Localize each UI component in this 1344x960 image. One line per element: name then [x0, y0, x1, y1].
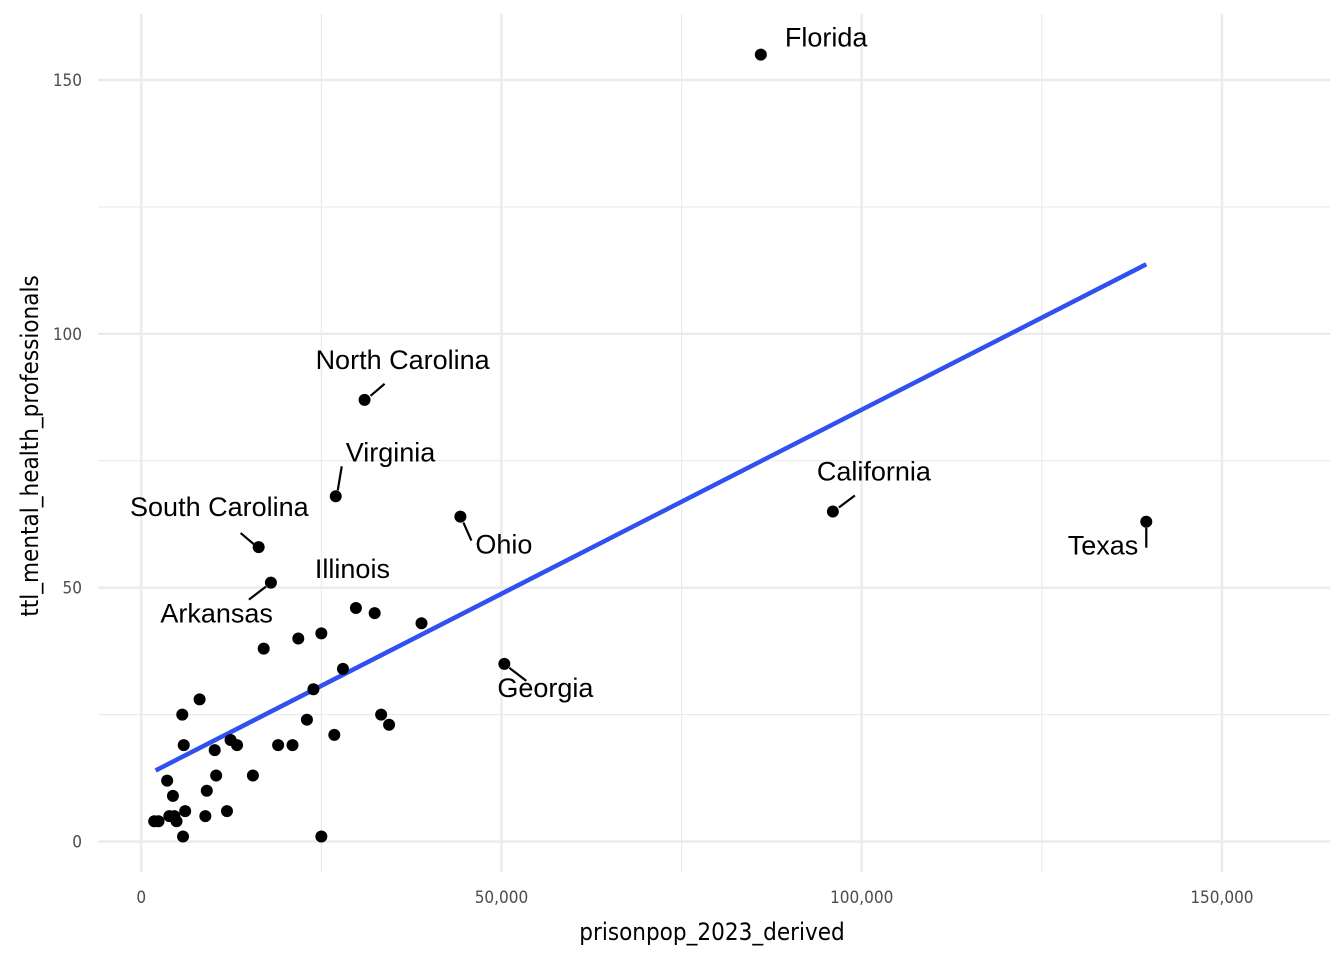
data-point [193, 693, 206, 706]
y-tick-labels: 0 50 100 150 [53, 71, 82, 853]
point-label-california: California [817, 457, 932, 487]
data-point [231, 739, 244, 752]
grid-major [98, 14, 1330, 872]
trend-line-group [154, 262, 1148, 773]
data-point [176, 708, 189, 721]
trend-line [154, 262, 1148, 773]
leader-line-ohio [462, 522, 473, 542]
point-label-arkansas: Arkansas [160, 599, 273, 629]
y-tick-label: 0 [72, 833, 82, 853]
data-point-south-carolina [252, 541, 265, 554]
point-label-south-carolina: South Carolina [130, 492, 310, 522]
data-point-virginia [329, 490, 342, 503]
data-point [210, 769, 223, 782]
data-point [383, 718, 396, 731]
x-tick-label: 0 [136, 888, 146, 908]
data-point [199, 810, 212, 823]
x-tick-label: 100,000 [830, 888, 893, 908]
data-point [272, 739, 285, 752]
data-point [246, 769, 259, 782]
point-labels: Florida Texas California North Carolina Virg… [130, 23, 1138, 703]
data-point [200, 784, 213, 797]
data-point [307, 683, 320, 696]
data-point [152, 815, 165, 828]
data-point [328, 728, 341, 741]
point-label-georgia: Georgia [497, 673, 594, 703]
x-axis-title: prisonpop_2023_derived [579, 918, 845, 946]
data-point [220, 805, 233, 818]
y-tick-label: 100 [53, 325, 82, 345]
point-label-illinois: Illinois [315, 554, 390, 584]
x-tick-labels: 0 50,000 100,000 150,000 [136, 888, 1253, 908]
point-label-florida: Florida [785, 23, 869, 53]
data-point-arkansas [264, 576, 277, 589]
data-point [300, 713, 313, 726]
data-point [292, 632, 305, 645]
data-point-illinois [349, 602, 362, 614]
data-point [368, 607, 381, 620]
data-point-north-carolina [358, 393, 371, 406]
data-point [208, 744, 221, 757]
data-point [286, 739, 299, 752]
leader-line-california [838, 494, 856, 509]
y-tick-label: 50 [63, 579, 82, 599]
data-point [161, 774, 174, 787]
data-point [257, 642, 270, 655]
data-point [375, 708, 388, 721]
data-point [166, 789, 179, 802]
data-point-georgia [498, 657, 511, 670]
data-point [177, 739, 190, 752]
y-axis-title: ttl_mental_health_professionals [16, 275, 44, 616]
point-label-virginia: Virginia [346, 437, 437, 467]
point-label-north-carolina: North Carolina [316, 345, 491, 375]
data-point [415, 617, 428, 630]
data-point [179, 805, 192, 818]
leader-line-georgia [508, 666, 528, 682]
grid-minor [98, 14, 1330, 872]
x-tick-label: 50,000 [475, 888, 529, 908]
data-point-florida [754, 48, 767, 61]
point-label-texas: Texas [1068, 531, 1139, 561]
data-point [336, 662, 349, 675]
point-label-ohio: Ohio [475, 530, 532, 560]
data-point-ohio [454, 510, 467, 523]
x-tick-label: 150,000 [1190, 888, 1253, 908]
leader-line-north-carolina [369, 383, 386, 397]
leader-line-arkansas [248, 585, 267, 601]
label-leader-lines [239, 383, 1148, 682]
data-point [170, 815, 183, 828]
y-tick-label: 150 [53, 71, 82, 91]
data-point [315, 830, 328, 843]
data-point-california [826, 505, 839, 518]
data-points [148, 48, 1153, 843]
leader-line-virginia [336, 466, 343, 491]
data-point-texas [1140, 515, 1153, 528]
data-point [177, 830, 190, 843]
leader-line-south-carolina [239, 532, 255, 545]
data-point [315, 627, 328, 640]
